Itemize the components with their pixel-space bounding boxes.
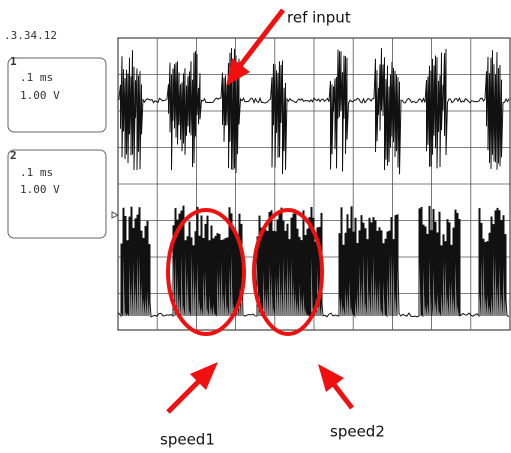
channel-label: 2 bbox=[10, 149, 17, 162]
page: .3.34.12 1 .1 ms 1.00 V 2 .1 ms 1.00 V r… bbox=[0, 0, 511, 453]
scale: 1.00 V bbox=[20, 183, 60, 196]
timebase: .1 ms bbox=[20, 166, 53, 179]
arrow-head bbox=[318, 364, 344, 392]
scale: 1.00 V bbox=[20, 89, 60, 102]
annotation: speed2 bbox=[330, 423, 385, 441]
timestamp: .3.34.12 bbox=[4, 29, 57, 42]
arrow bbox=[332, 382, 352, 408]
trigger-marker bbox=[112, 212, 118, 218]
screenshot: .3.34.12 1 .1 ms 1.00 V 2 .1 ms 1.00 V r… bbox=[0, 0, 511, 453]
arrow bbox=[168, 380, 200, 412]
annotation: ref input bbox=[287, 9, 351, 27]
channel-label: 1 bbox=[10, 55, 17, 68]
annotation: speed1 bbox=[160, 431, 215, 449]
waveform bbox=[119, 206, 509, 317]
timebase: .1 ms bbox=[20, 71, 53, 84]
